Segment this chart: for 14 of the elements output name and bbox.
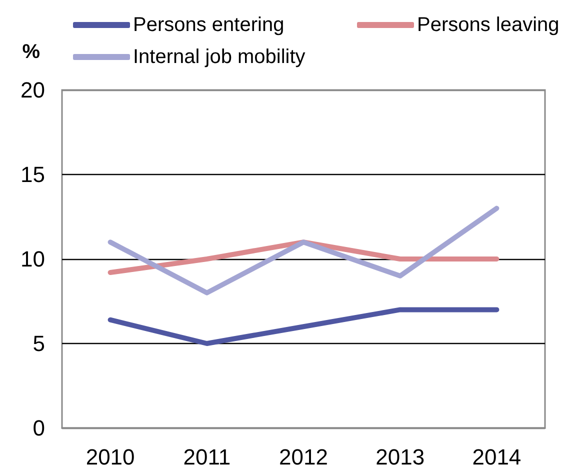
x-tick-label: 2010 [86,444,135,470]
legend-label: Persons leaving [417,14,560,36]
y-tick-label: 5 [32,331,45,356]
y-tick-label: 20 [20,78,45,102]
x-tick-label: 2012 [279,444,328,470]
x-tick-label: 2014 [472,444,522,470]
y-tick-label: 15 [20,162,45,187]
legend-label: Internal job mobility [133,46,306,68]
x-tick-label: 2011 [183,444,231,470]
legend-label: Persons entering [133,14,284,36]
x-tick-label: 2013 [376,444,425,470]
y-axis-title: % [22,41,40,63]
y-tick-label: 0 [32,416,45,440]
y-tick-label: 10 [20,246,45,272]
